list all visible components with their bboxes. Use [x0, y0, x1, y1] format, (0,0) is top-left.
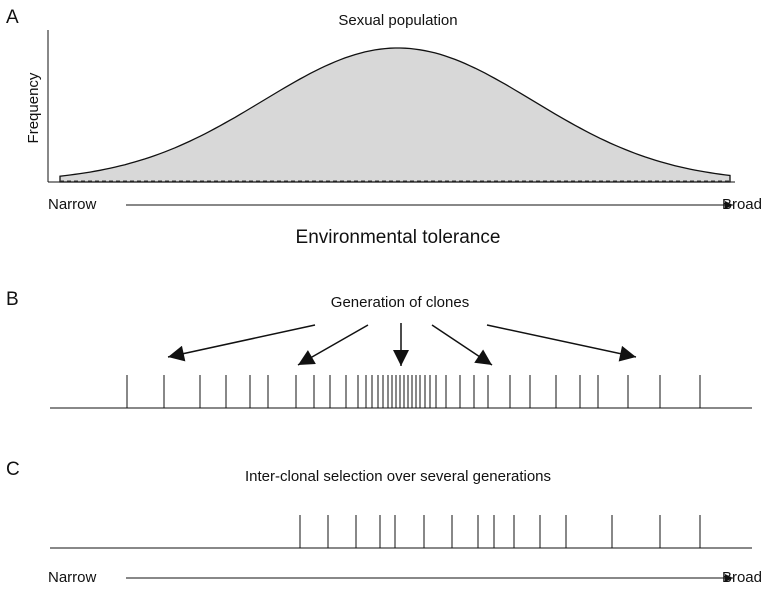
arrow [431, 324, 493, 366]
arrow [486, 324, 637, 362]
y-axis-label: Frequency [25, 72, 42, 143]
distribution-curve [59, 47, 731, 183]
arrow [297, 324, 369, 366]
x-axis-label: Environmental tolerance [296, 227, 501, 248]
panel-title: Generation of clones [331, 294, 469, 311]
x-right-label: Broad [722, 196, 762, 213]
arrow [167, 324, 316, 362]
panel-title: Inter-clonal selection over several gene… [245, 468, 551, 485]
panel-a: A Sexual population Frequency Narrow Bro… [6, 7, 762, 248]
panel-label: C [6, 459, 20, 480]
panel-b: B Generation of clones [6, 289, 752, 409]
panel-title: Sexual population [338, 12, 457, 29]
panel-label: B [6, 289, 19, 310]
x-right-label: Broad [722, 569, 762, 586]
x-left-label: Narrow [48, 569, 97, 586]
panel-c: C Inter-clonal selection over several ge… [6, 459, 762, 586]
panel-label: A [6, 7, 19, 28]
x-left-label: Narrow [48, 196, 97, 213]
